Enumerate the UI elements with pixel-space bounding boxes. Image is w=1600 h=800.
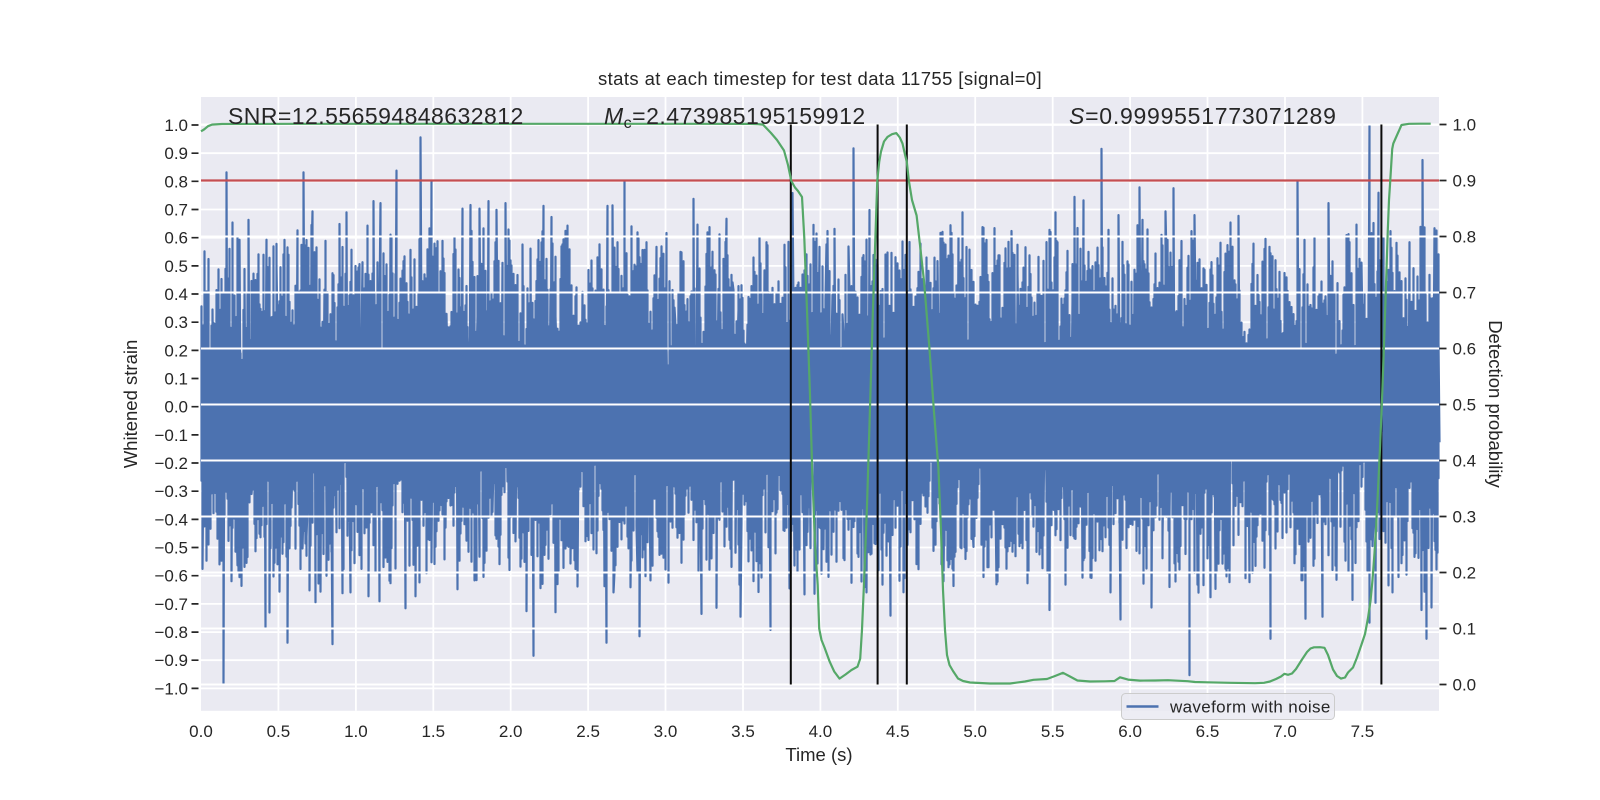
svg-text:0.6: 0.6 — [1453, 340, 1477, 359]
svg-text:4.5: 4.5 — [886, 722, 910, 741]
svg-text:−0.2: −0.2 — [154, 454, 188, 473]
svg-text:4.0: 4.0 — [809, 722, 833, 741]
svg-text:0.2: 0.2 — [164, 341, 188, 360]
svg-text:0.8: 0.8 — [164, 172, 188, 191]
svg-text:Time (s): Time (s) — [785, 744, 852, 765]
svg-text:0.8: 0.8 — [1453, 228, 1477, 247]
svg-text:6.5: 6.5 — [1196, 722, 1220, 741]
svg-text:3.0: 3.0 — [654, 722, 678, 741]
svg-text:0.3: 0.3 — [1453, 508, 1477, 527]
svg-text:2.0: 2.0 — [499, 722, 523, 741]
svg-text:−0.7: −0.7 — [154, 595, 188, 614]
svg-text:−0.5: −0.5 — [154, 539, 188, 558]
svg-text:−0.3: −0.3 — [154, 482, 188, 501]
svg-text:−1.0: −1.0 — [154, 679, 188, 698]
svg-text:0.5: 0.5 — [267, 722, 291, 741]
svg-text:0.4: 0.4 — [164, 285, 188, 304]
svg-text:S=0.9999551773071289: S=0.9999551773071289 — [1069, 103, 1337, 129]
svg-text:0.0: 0.0 — [164, 398, 188, 417]
svg-text:2.5: 2.5 — [576, 722, 600, 741]
svg-text:−0.9: −0.9 — [154, 651, 188, 670]
svg-text:0.4: 0.4 — [1453, 452, 1477, 471]
svg-text:1.0: 1.0 — [344, 722, 368, 741]
svg-text:6.0: 6.0 — [1118, 722, 1142, 741]
svg-text:−0.6: −0.6 — [154, 567, 188, 586]
svg-text:0.6: 0.6 — [164, 229, 188, 248]
svg-text:SNR=12.556594848632812: SNR=12.556594848632812 — [228, 103, 524, 129]
svg-text:0.9: 0.9 — [164, 144, 188, 163]
svg-text:0.1: 0.1 — [164, 370, 188, 389]
svg-text:0.0: 0.0 — [1453, 676, 1477, 695]
svg-text:0.2: 0.2 — [1453, 564, 1477, 583]
svg-text:Mc=2.473985195159912: Mc=2.473985195159912 — [604, 103, 866, 132]
svg-text:3.5: 3.5 — [731, 722, 755, 741]
svg-text:0.3: 0.3 — [164, 313, 188, 332]
svg-text:0.5: 0.5 — [1453, 396, 1477, 415]
svg-text:0.5: 0.5 — [164, 257, 188, 276]
svg-text:0.1: 0.1 — [1453, 620, 1477, 639]
svg-text:0.0: 0.0 — [189, 722, 213, 741]
svg-text:1.5: 1.5 — [421, 722, 445, 741]
svg-text:−0.1: −0.1 — [154, 426, 188, 445]
svg-text:1.0: 1.0 — [1453, 116, 1477, 135]
svg-text:0.7: 0.7 — [164, 201, 188, 220]
svg-text:7.5: 7.5 — [1351, 722, 1375, 741]
svg-text:Whitened strain: Whitened strain — [120, 340, 141, 469]
svg-text:5.5: 5.5 — [1041, 722, 1065, 741]
svg-text:stats at each timestep for tes: stats at each timestep for test data 117… — [598, 68, 1042, 89]
svg-text:waveform with noise: waveform with noise — [1169, 698, 1331, 717]
svg-text:−0.4: −0.4 — [154, 510, 188, 529]
svg-text:1.0: 1.0 — [164, 116, 188, 135]
svg-text:−0.8: −0.8 — [154, 623, 188, 642]
svg-text:0.9: 0.9 — [1453, 172, 1477, 191]
svg-text:7.0: 7.0 — [1273, 722, 1297, 741]
svg-text:Detection probability: Detection probability — [1485, 320, 1506, 488]
svg-text:5.0: 5.0 — [963, 722, 987, 741]
svg-text:0.7: 0.7 — [1453, 284, 1477, 303]
